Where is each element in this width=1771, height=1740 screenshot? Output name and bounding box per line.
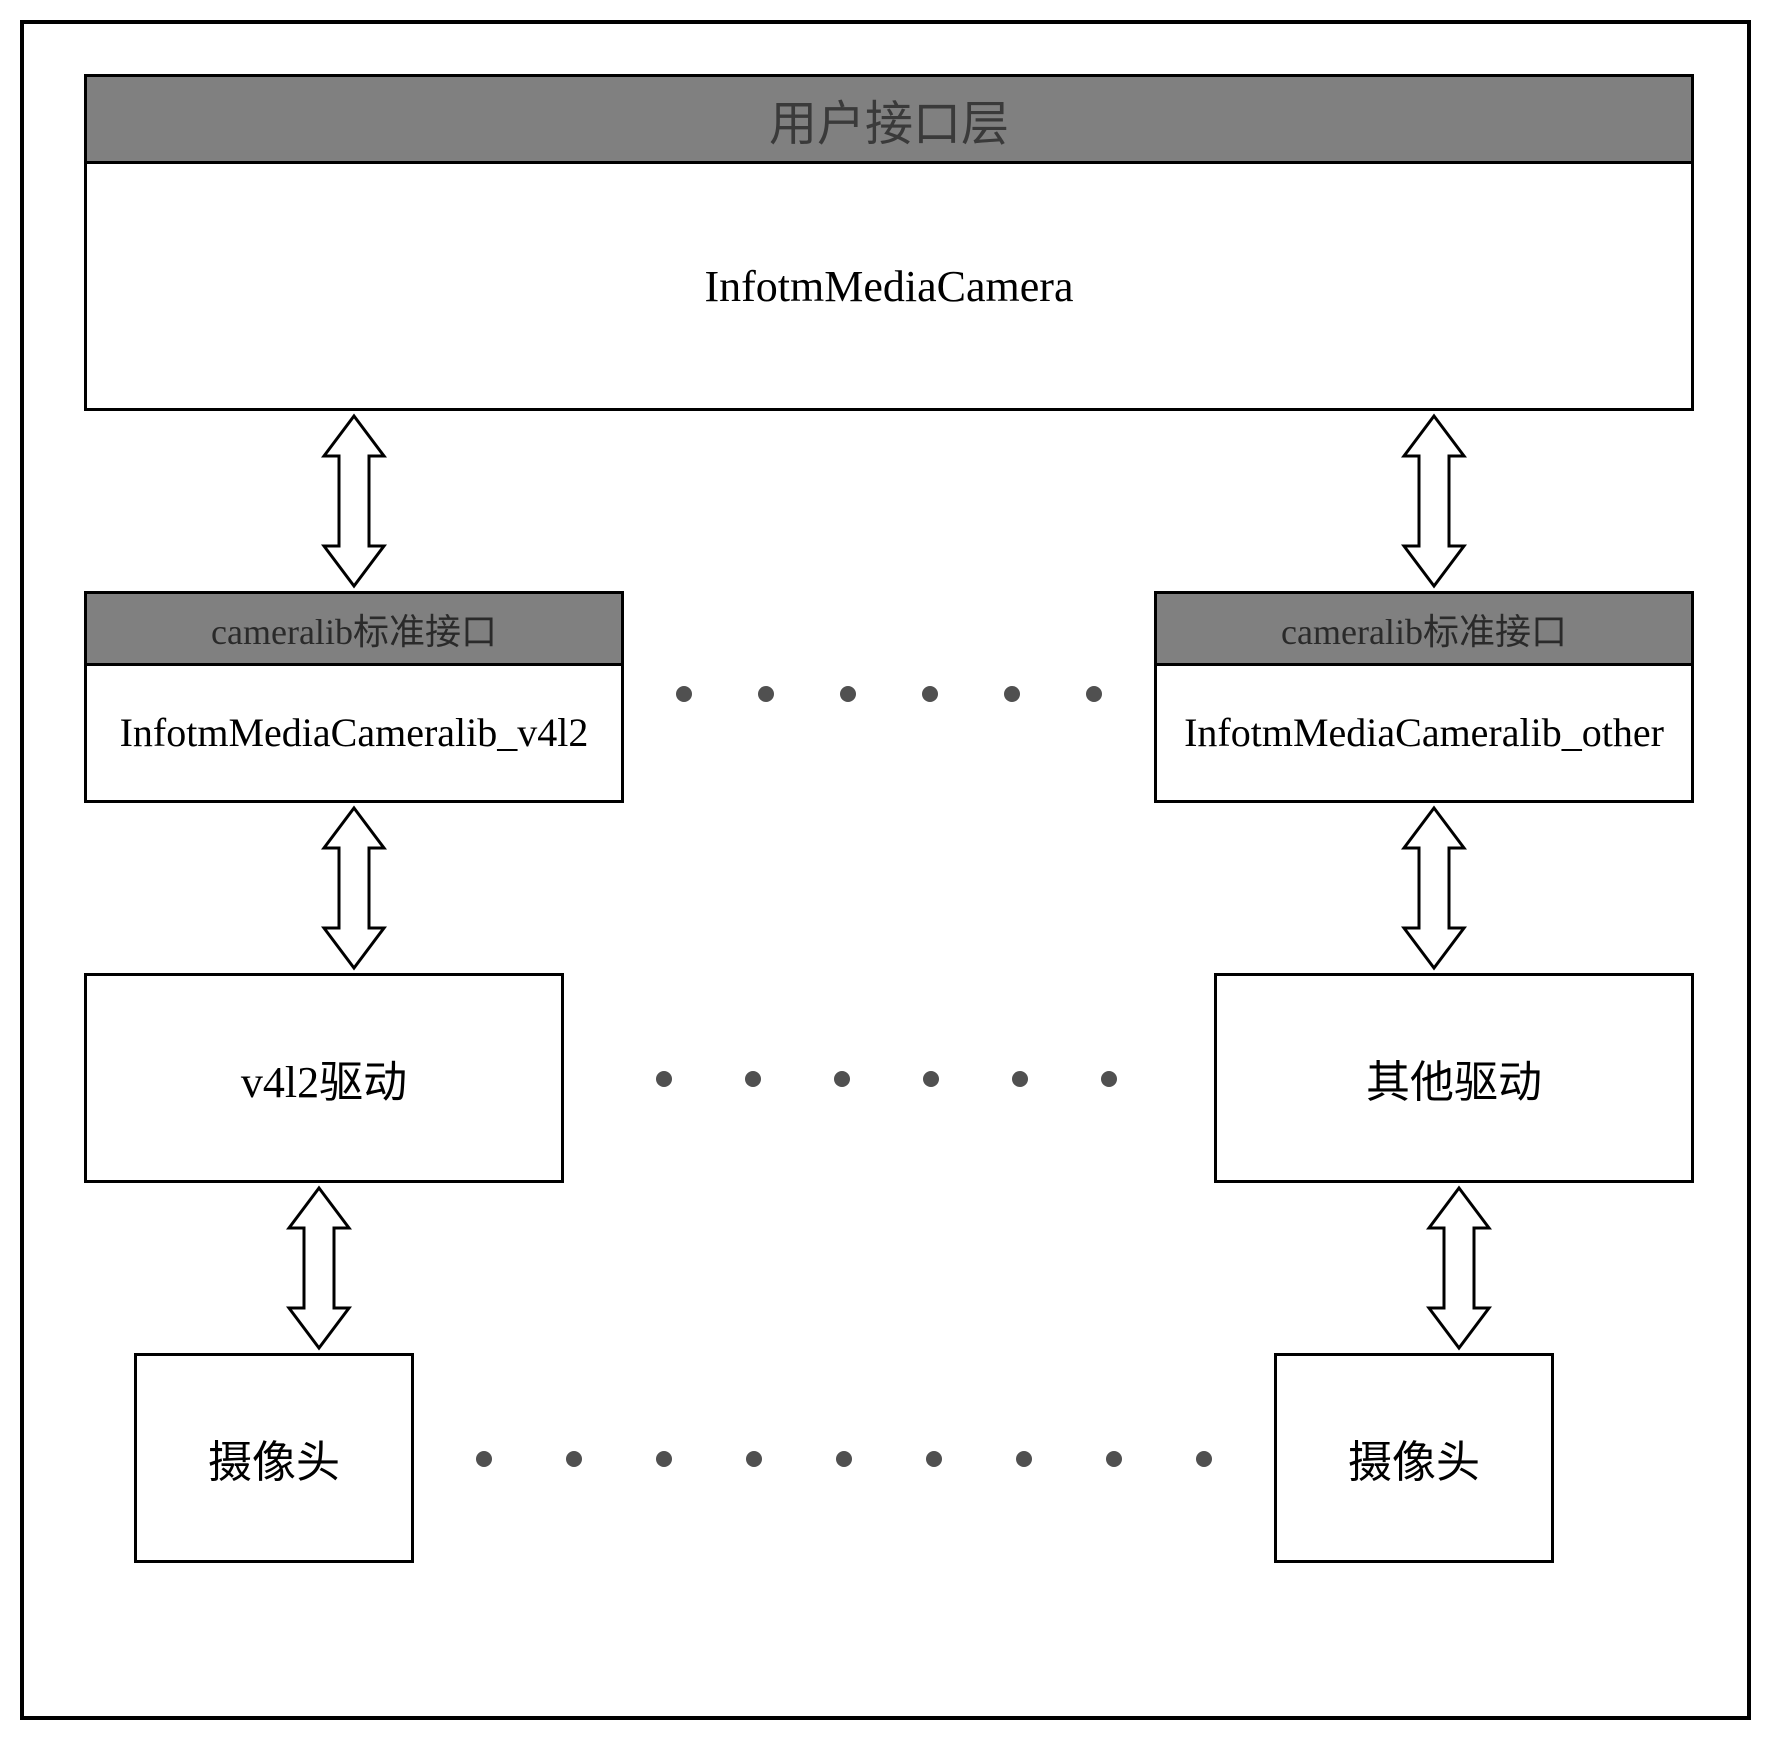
- ellipsis-dot: [1101, 1071, 1117, 1087]
- ellipsis-dot: [1004, 686, 1020, 702]
- arrow-bottom-right: [1419, 1183, 1499, 1353]
- driver-right-text: 其他驱动: [1366, 1046, 1542, 1110]
- ellipsis-dot: [758, 686, 774, 702]
- top-body: InfotmMediaCamera: [84, 161, 1694, 411]
- arrow-mid-right: [1394, 803, 1474, 973]
- top-body-text: InfotmMediaCamera: [705, 261, 1074, 312]
- ellipsis-dot: [836, 1451, 852, 1467]
- mid-left-header: cameralib标准接口: [84, 591, 624, 666]
- arrow-top-right: [1394, 411, 1474, 591]
- mid-left-body-text: InfotmMediaCameralib_v4l2: [120, 707, 589, 759]
- ellipsis-dot: [1012, 1071, 1028, 1087]
- ellipsis-dot: [923, 1071, 939, 1087]
- driver-left: v4l2驱动: [84, 973, 564, 1183]
- driver-right: 其他驱动: [1214, 973, 1694, 1183]
- ellipsis-dot: [1106, 1451, 1122, 1467]
- ellipsis-dot: [1086, 686, 1102, 702]
- ellipsis-dot: [922, 686, 938, 702]
- top-header: 用户接口层: [84, 74, 1694, 164]
- mid-right-body: InfotmMediaCameralib_other: [1154, 663, 1694, 803]
- top-header-text: 用户接口层: [769, 84, 1009, 154]
- mid-right-header: cameralib标准接口: [1154, 591, 1694, 666]
- ellipsis-dot: [1196, 1451, 1212, 1467]
- driver-left-text: v4l2驱动: [241, 1046, 407, 1110]
- ellipsis-dot: [1016, 1451, 1032, 1467]
- ellipsis-dot: [566, 1451, 582, 1467]
- ellipsis-dot: [476, 1451, 492, 1467]
- arrow-bottom-left: [279, 1183, 359, 1353]
- mid-right-body-text: InfotmMediaCameralib_other: [1184, 707, 1664, 759]
- ellipsis-dot: [834, 1071, 850, 1087]
- ellipsis-dot: [656, 1071, 672, 1087]
- camera-left-text: 摄像头: [208, 1426, 340, 1490]
- ellipsis-dot: [840, 686, 856, 702]
- arrow-top-left: [314, 411, 394, 591]
- camera-right: 摄像头: [1274, 1353, 1554, 1563]
- arrow-mid-left: [314, 803, 394, 973]
- ellipsis-dot: [676, 686, 692, 702]
- camera-right-text: 摄像头: [1348, 1426, 1480, 1490]
- ellipsis-dot: [926, 1451, 942, 1467]
- ellipsis-dot: [745, 1071, 761, 1087]
- ellipsis-dot: [746, 1451, 762, 1467]
- mid-left-body: InfotmMediaCameralib_v4l2: [84, 663, 624, 803]
- camera-left: 摄像头: [134, 1353, 414, 1563]
- architecture-diagram: 用户接口层 InfotmMediaCamera cameralib标准接口 In…: [20, 20, 1751, 1720]
- mid-left-header-text: cameralib标准接口: [211, 603, 497, 655]
- mid-right-header-text: cameralib标准接口: [1281, 603, 1567, 655]
- ellipsis-dot: [656, 1451, 672, 1467]
